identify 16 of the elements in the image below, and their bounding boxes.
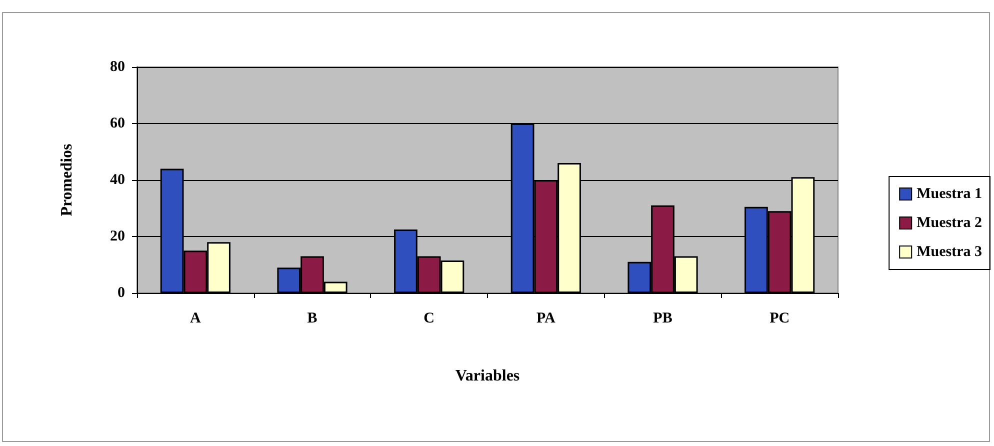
x-tick-label: PB (653, 310, 672, 326)
legend-label: Muestra 2 (916, 215, 982, 231)
x-tick-label: C (424, 310, 435, 326)
y-tick-label: 60 (110, 116, 125, 132)
x-tick-label: PA (536, 310, 556, 326)
y-tick-label: 20 (110, 228, 125, 244)
y-tick-label: 40 (110, 172, 125, 188)
legend-label: Muestra 3 (916, 244, 982, 260)
x-tick-label: A (190, 310, 201, 326)
legend-label: Muestra 1 (916, 186, 982, 202)
y-tick-label: 0 (118, 285, 125, 301)
y-tick-label: 80 (110, 59, 125, 75)
x-tick-label: B (307, 310, 318, 326)
y-axis-title: Promedios (58, 144, 76, 216)
x-tick-label: PC (770, 310, 790, 326)
x-axis-title: Variables (455, 368, 520, 384)
